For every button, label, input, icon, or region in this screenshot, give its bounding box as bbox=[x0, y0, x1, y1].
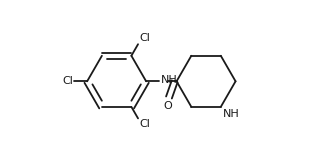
Text: O: O bbox=[163, 101, 172, 111]
Text: Cl: Cl bbox=[139, 119, 150, 129]
Text: Cl: Cl bbox=[62, 76, 73, 86]
Text: Cl: Cl bbox=[139, 33, 150, 43]
Text: NH: NH bbox=[223, 109, 239, 119]
Text: NH: NH bbox=[160, 75, 177, 85]
